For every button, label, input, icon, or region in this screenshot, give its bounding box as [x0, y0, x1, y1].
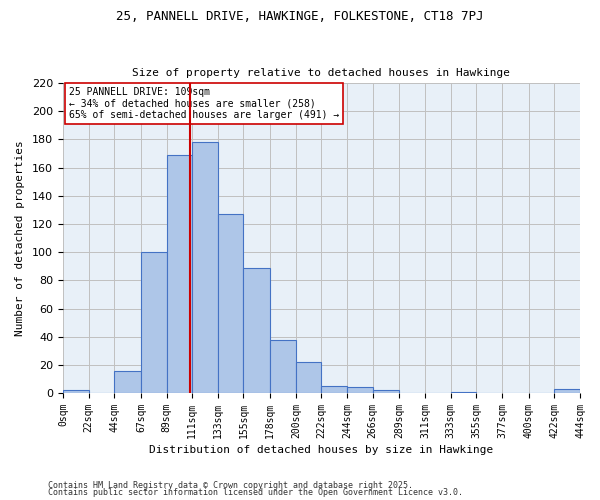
- Bar: [451, 392, 476, 393]
- Bar: [114, 370, 141, 393]
- Bar: [373, 390, 400, 393]
- Y-axis label: Number of detached properties: Number of detached properties: [15, 140, 25, 336]
- Text: Contains HM Land Registry data © Crown copyright and database right 2025.: Contains HM Land Registry data © Crown c…: [48, 480, 413, 490]
- Bar: [322, 386, 347, 393]
- Bar: [554, 389, 580, 393]
- Bar: [218, 214, 244, 393]
- Bar: [347, 388, 373, 393]
- Bar: [141, 252, 167, 393]
- Title: Size of property relative to detached houses in Hawkinge: Size of property relative to detached ho…: [133, 68, 511, 78]
- Bar: [270, 340, 296, 393]
- X-axis label: Distribution of detached houses by size in Hawkinge: Distribution of detached houses by size …: [149, 445, 494, 455]
- Text: 25 PANNELL DRIVE: 109sqm
← 34% of detached houses are smaller (258)
65% of semi-: 25 PANNELL DRIVE: 109sqm ← 34% of detach…: [69, 87, 339, 120]
- Bar: [63, 390, 89, 393]
- Text: 25, PANNELL DRIVE, HAWKINGE, FOLKESTONE, CT18 7PJ: 25, PANNELL DRIVE, HAWKINGE, FOLKESTONE,…: [116, 10, 484, 23]
- Bar: [244, 268, 270, 393]
- Bar: [167, 155, 192, 393]
- Bar: [296, 362, 322, 393]
- Text: Contains public sector information licensed under the Open Government Licence v3: Contains public sector information licen…: [48, 488, 463, 497]
- Bar: [192, 142, 218, 393]
